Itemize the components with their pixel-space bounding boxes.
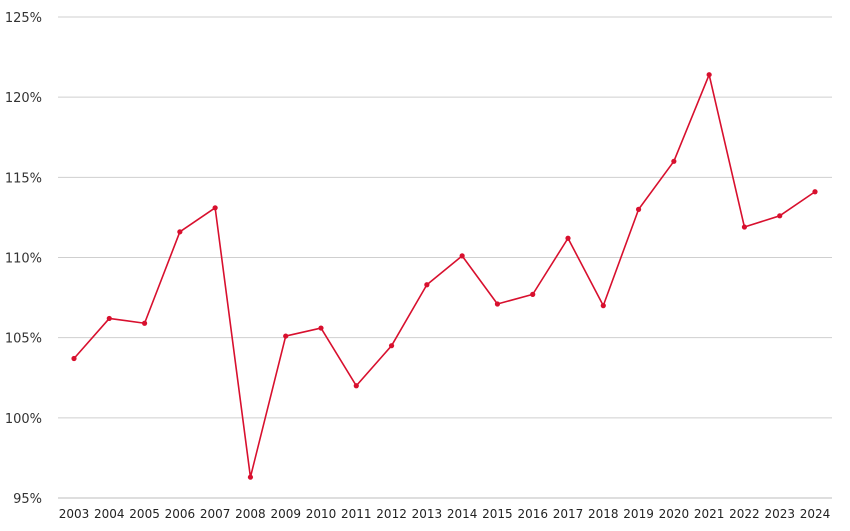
y-tick-label: 125% (5, 11, 42, 26)
data-point (459, 253, 465, 259)
data-point (635, 206, 642, 212)
data-point (494, 301, 501, 307)
data-point (141, 320, 148, 326)
x-tick-label: 2018 (588, 507, 619, 521)
x-tick-label: 2004 (94, 507, 125, 521)
x-tick-label: 2017 (553, 507, 584, 521)
x-tick-label: 2005 (129, 507, 160, 521)
x-tick-label: 2023 (764, 507, 795, 521)
x-tick-label: 2024 (800, 507, 831, 521)
data-point (353, 383, 359, 389)
data-point (283, 333, 289, 339)
data-point (318, 325, 324, 331)
data-point (671, 158, 677, 164)
x-tick-label: 2009 (270, 507, 301, 521)
data-point (777, 213, 783, 219)
data-point (812, 189, 818, 195)
data-point (177, 229, 183, 235)
y-tick-label: 120% (5, 91, 42, 106)
series-line (73, 73, 816, 478)
y-tick-label: 115% (5, 171, 42, 186)
x-tick-label: 2015 (482, 507, 513, 521)
x-tick-label: 2008 (235, 507, 266, 521)
data-point (706, 72, 712, 78)
x-axis-ticks: 2003 2004 2005 2006 2007 2008 2009 2010 2011 2012… (59, 507, 831, 521)
y-axis-ticks: 95% 100% 105% 110% 115% 120% 125% (5, 11, 42, 507)
x-tick-label: 2022 (729, 507, 760, 521)
x-tick-label: 2019 (623, 507, 654, 521)
data-point (388, 343, 395, 349)
data-point (565, 235, 571, 241)
y-tick-label: 105% (5, 332, 42, 347)
data-point (530, 291, 536, 297)
data-point (600, 303, 606, 309)
x-tick-label: 2020 (659, 507, 690, 521)
y-tick-label: 100% (5, 412, 42, 427)
x-tick-label: 2012 (376, 507, 407, 521)
series-layer (71, 72, 818, 480)
x-tick-label: 2003 (59, 507, 90, 521)
x-tick-label: 2014 (447, 507, 478, 521)
gridlines (58, 16, 832, 499)
x-tick-label: 2021 (694, 507, 725, 521)
x-tick-label: 2016 (517, 507, 548, 521)
data-point (212, 205, 218, 211)
data-point (424, 282, 430, 288)
x-tick-label: 2013 (412, 507, 443, 521)
x-tick-label: 2007 (200, 507, 231, 521)
data-point (247, 474, 254, 480)
x-tick-label: 2010 (306, 507, 337, 521)
y-tick-label: 95% (13, 492, 42, 507)
y-tick-label: 110% (5, 252, 42, 267)
data-point (741, 224, 748, 230)
x-tick-label: 2011 (341, 507, 372, 521)
x-tick-label: 2006 (165, 507, 196, 521)
data-point (106, 315, 112, 322)
data-point (71, 355, 77, 362)
